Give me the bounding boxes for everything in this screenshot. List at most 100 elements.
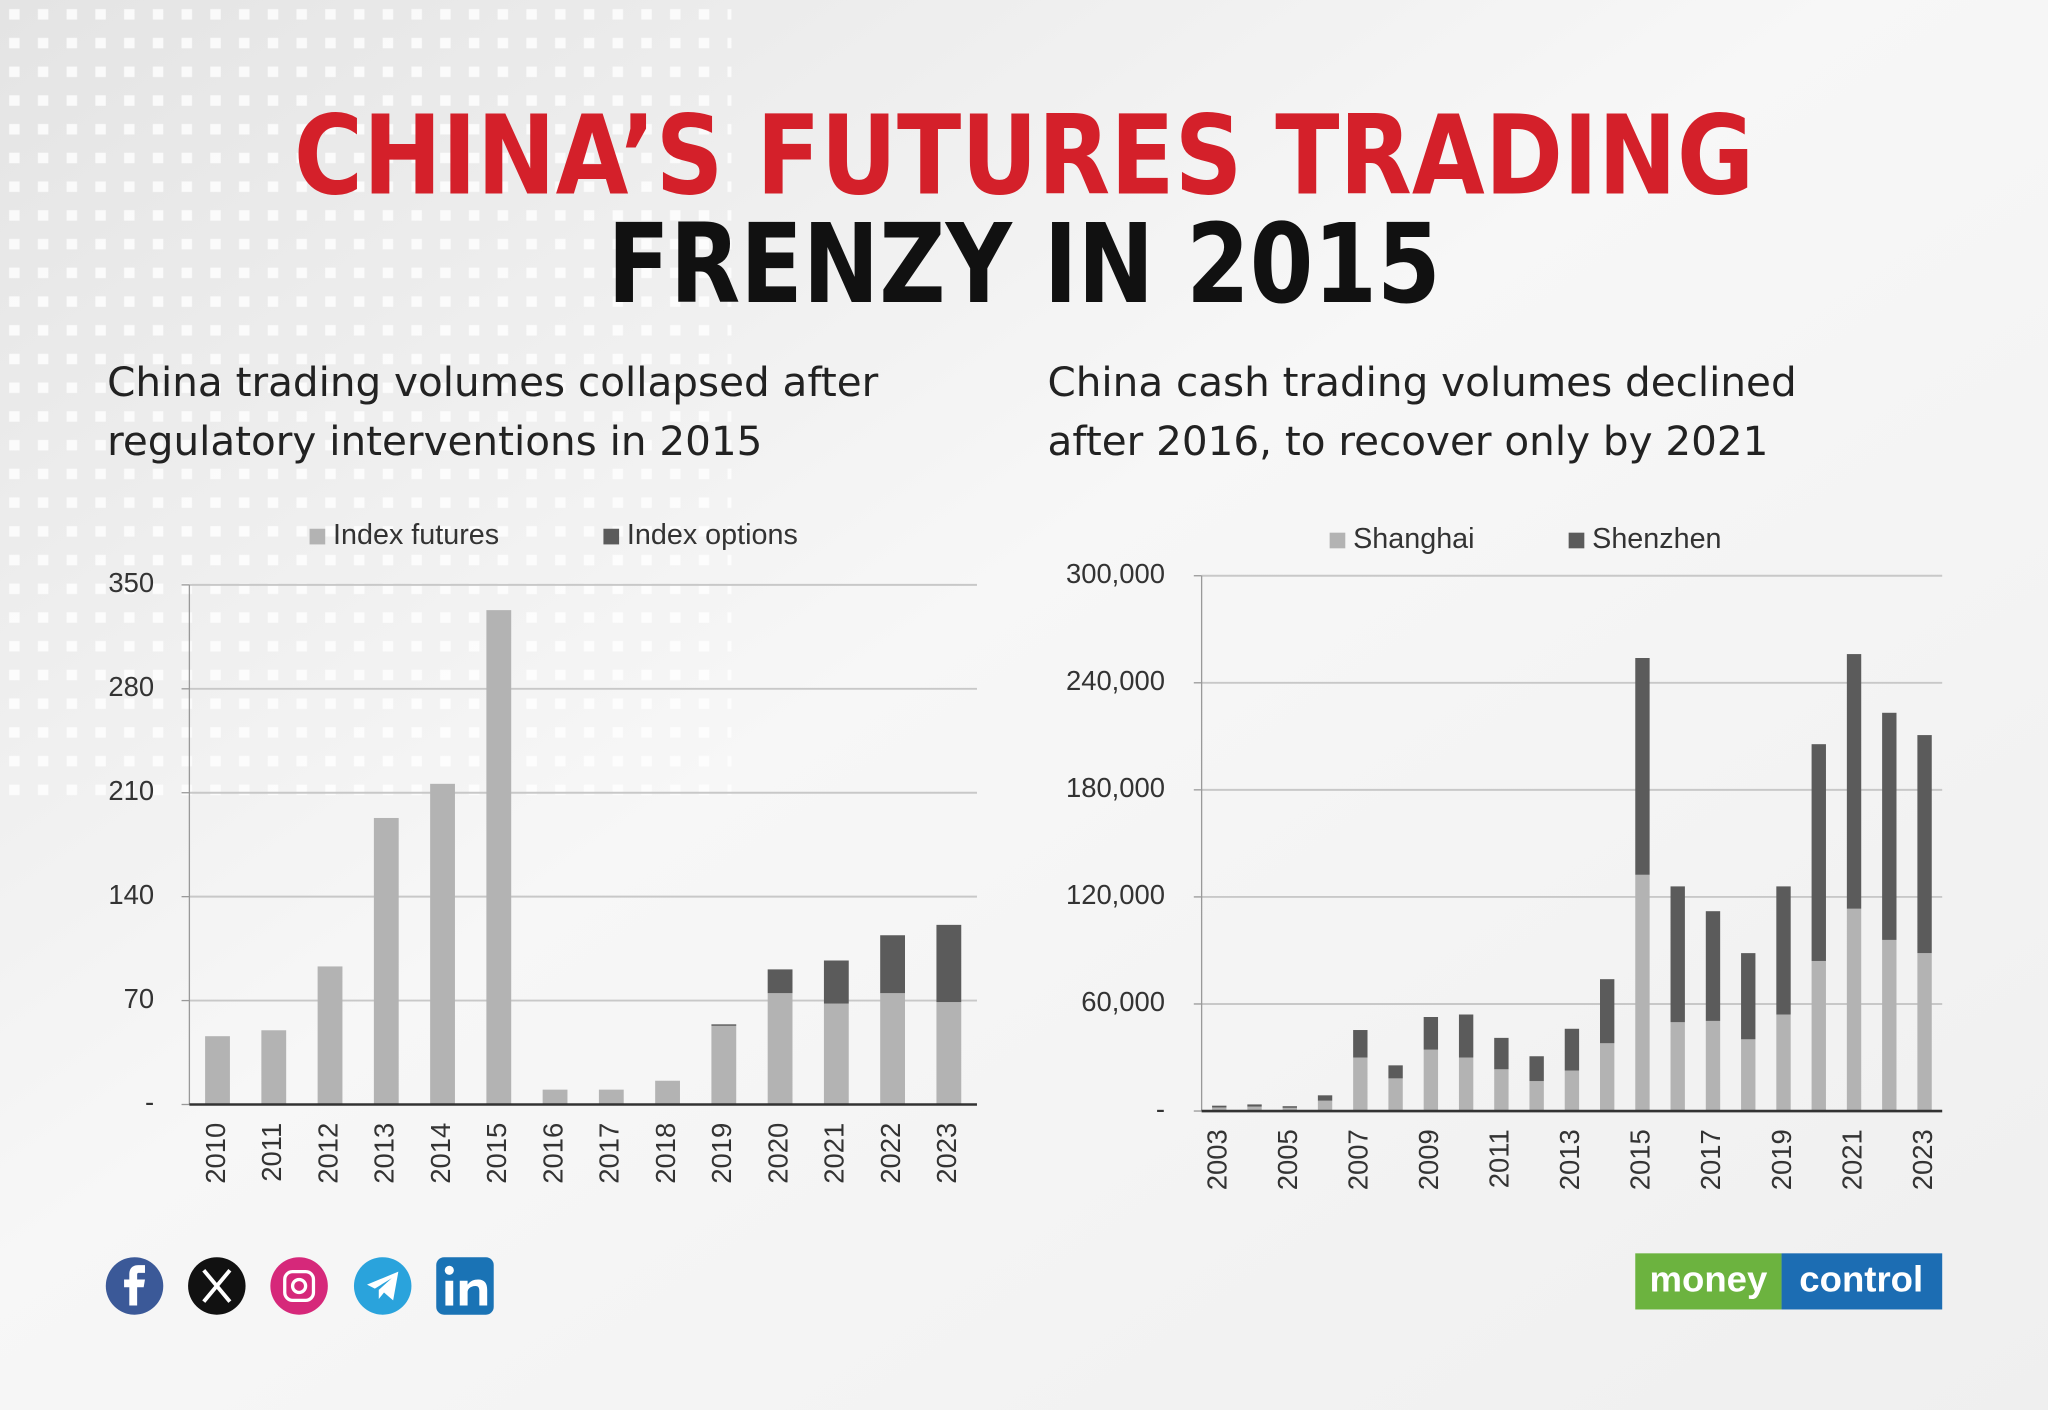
legend-swatch [1568,532,1585,549]
bar [1600,979,1615,1044]
x-tick-label: 2011 [1484,1129,1515,1188]
chart-subtitle: regulatory interventions in 2015 [107,417,762,465]
bar [1882,712,1897,940]
bar [1282,1107,1297,1112]
y-tick-label: - [145,1087,154,1118]
x-tick-label: 2019 [706,1123,737,1184]
x-tick-label: 2017 [594,1123,625,1184]
bar [1247,1106,1262,1112]
bar [1529,1056,1544,1082]
title: FRENZY IN 2015 [607,200,1440,328]
telegram-icon[interactable] [353,1257,412,1315]
x-tick-label: 2014 [425,1123,456,1184]
legend-label: Shanghai [1353,523,1474,555]
bar [1494,1069,1509,1112]
instagram-icon[interactable] [270,1257,328,1315]
chart-subtitle: after 2016, to recover only by 2021 [1048,417,1769,465]
bar [1635,874,1650,1112]
logo-green [1635,1253,1782,1310]
x-tick-label: 2012 [312,1123,343,1184]
bar [1317,1095,1333,1101]
bar [1388,1065,1403,1079]
x-tick-label: 2015 [1625,1129,1656,1190]
x-tick-label: 2020 [762,1123,793,1184]
bar [1670,886,1685,1023]
x-tick-label: 2023 [931,1123,962,1184]
legend-label: Index futures [333,519,499,551]
y-tick-label: 300,000 [1066,558,1165,589]
bar [1670,1022,1685,1112]
bar [1282,1106,1297,1108]
x-tick-label: 2023 [1907,1129,1938,1190]
chart-subtitle: China trading volumes collapsed after [107,358,879,406]
bar [1317,1100,1333,1112]
y-tick-label: 60,000 [1081,986,1165,1017]
bar [936,924,962,1003]
bar [1423,1049,1439,1112]
chart: China trading volumes collapsed after reg… [107,358,977,1184]
logo-blue [1781,1253,1943,1310]
brand-text: control [1799,1259,1923,1300]
bar [430,783,455,1105]
social-icons [105,1257,494,1315]
legend-label: Shenzhen [1592,523,1721,555]
bar [1635,658,1650,875]
bar [823,960,849,1004]
bar [1811,960,1826,1112]
x-tick-label: 2015 [481,1123,512,1184]
bar [1353,1030,1368,1058]
chart-subtitle: China cash trading volumes declined [1048,358,1797,406]
bar [1846,908,1862,1112]
brand-text: money [1649,1259,1767,1300]
bar [1917,735,1932,954]
y-tick-label: 240,000 [1066,665,1165,696]
bar [823,1003,849,1105]
bar [1212,1107,1227,1112]
legend-label: Index options [627,519,798,551]
x-tick-label: 2021 [819,1123,850,1184]
bar [1776,1014,1791,1112]
bar [1564,1028,1580,1071]
y-tick-label: 70 [124,983,154,1014]
x-tick-label: 2017 [1695,1129,1726,1190]
x-tick-label: 2009 [1413,1129,1444,1190]
legend-swatch [603,528,620,545]
background-pattern [0,0,732,810]
bar [936,1002,962,1105]
instagram-glyph [290,1277,308,1295]
bar [1494,1037,1509,1070]
bar [1600,1043,1615,1112]
y-tick-label: 180,000 [1066,772,1165,803]
instagram-glyph [283,1269,316,1302]
linkedin-glyph [459,1279,488,1306]
bar [880,993,906,1105]
bar [1882,939,1897,1112]
bar [598,1089,624,1105]
bar [1846,654,1862,909]
linkedin-glyph [444,1265,454,1275]
x-tick-label: 2021 [1836,1129,1867,1190]
bar [1705,1020,1721,1112]
y-tick-label: 210 [108,775,154,806]
brand-logo: money control [1635,1253,1943,1310]
bar [1247,1104,1262,1107]
x-tick-label: 2018 [650,1123,681,1184]
y-tick-label: 350 [108,567,154,598]
bar [767,969,793,994]
y-tick-label: 140 [108,879,154,910]
bar [1388,1078,1403,1112]
x-tick-label: 2003 [1202,1129,1233,1190]
bar [486,610,512,1105]
bar [1458,1014,1474,1058]
x-tick-label: 2005 [1272,1129,1303,1190]
bar [1741,953,1756,1040]
bar [1564,1070,1580,1112]
x-tick-label: 2013 [1554,1129,1585,1190]
bar [1423,1016,1439,1050]
bar [1353,1057,1368,1112]
bar [1741,1039,1756,1112]
bar [542,1089,568,1105]
x-tick-label: 2010 [200,1123,231,1184]
bar [317,966,343,1105]
